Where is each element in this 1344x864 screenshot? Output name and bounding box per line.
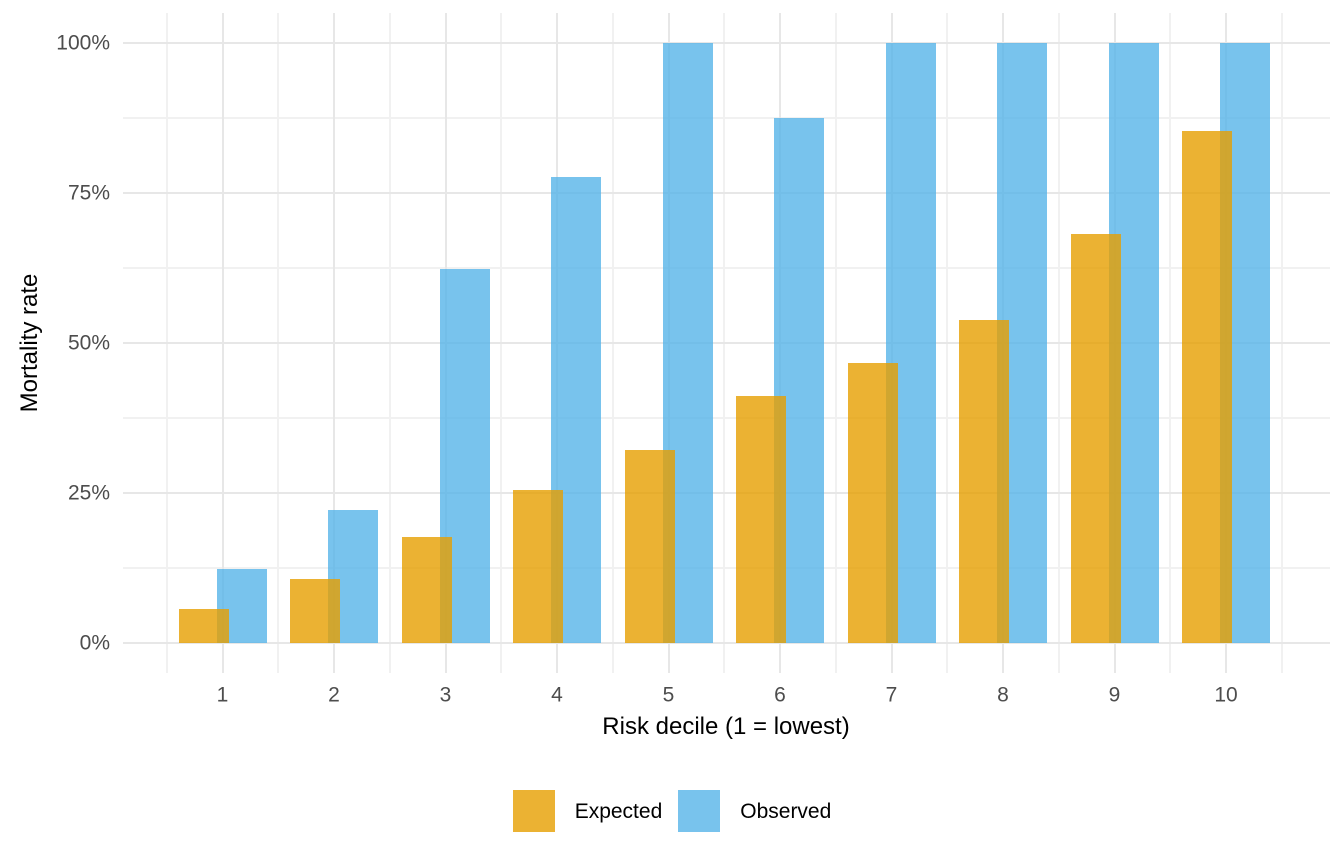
- x-tick-label: 3: [439, 683, 452, 707]
- bar-expected-decile-6: [736, 396, 786, 643]
- legend-key-observed-swatch: [678, 790, 721, 832]
- gridline-y-minor: [123, 417, 1330, 419]
- x-tick-label: 5: [662, 683, 675, 707]
- gridline-y-minor: [123, 567, 1330, 569]
- y-tick-label: 100%: [56, 31, 110, 55]
- x-tick-label: 1: [216, 683, 229, 707]
- y-tick-label: 0%: [79, 631, 110, 655]
- y-tick-label: 50%: [67, 331, 110, 355]
- bar-expected-decile-10: [1182, 131, 1232, 643]
- y-tick-label: 25%: [67, 481, 110, 505]
- gridline-y-major: [123, 342, 1330, 344]
- gridline-y-minor: [123, 117, 1330, 119]
- gridline-y-major: [123, 642, 1330, 644]
- gridline-y-minor: [123, 267, 1330, 269]
- bar-expected-decile-3: [401, 537, 452, 643]
- x-tick-label: 10: [1214, 683, 1238, 707]
- legend-label-observed: Observed: [740, 799, 832, 823]
- x-tick-label: 6: [774, 683, 786, 707]
- bar-expected-decile-5: [624, 450, 675, 643]
- plot-panel: [123, 13, 1330, 673]
- y-tick-label: 75%: [67, 181, 110, 205]
- x-tick-label: 4: [551, 683, 563, 707]
- legend-label-expected: Expected: [574, 799, 663, 823]
- bar-expected-decile-7: [847, 363, 898, 643]
- legend: Expected Observed: [0, 790, 1344, 832]
- gridline-y-major: [123, 42, 1330, 44]
- x-tick-label: 7: [885, 683, 898, 707]
- bar-expected-decile-9: [1070, 234, 1121, 643]
- gridline-y-major: [123, 192, 1330, 194]
- gridline-x-major: [221, 13, 224, 673]
- legend-item-observed: Observed: [678, 790, 831, 832]
- bar-expected-decile-4: [513, 490, 563, 643]
- x-tick-label: 2: [328, 683, 340, 707]
- legend-item-expected: Expected: [512, 790, 663, 832]
- x-tick-label: 9: [1108, 683, 1121, 707]
- bar-expected-decile-1: [178, 609, 229, 643]
- gridline-y-major: [123, 492, 1330, 494]
- gridline-x-major: [333, 13, 335, 673]
- bar-expected-decile-8: [959, 320, 1009, 643]
- legend-key-expected-swatch: [512, 790, 555, 832]
- bar-expected-decile-2: [290, 578, 340, 643]
- x-tick-label: 8: [997, 683, 1009, 707]
- x-axis-title: Risk decile (1 = lowest): [602, 713, 850, 740]
